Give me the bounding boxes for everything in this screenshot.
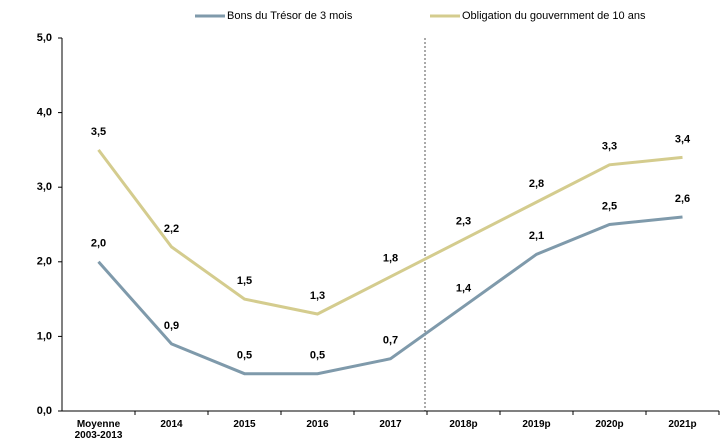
x-tick-label: 2017 xyxy=(379,419,402,430)
data-label: 0,5 xyxy=(310,350,325,362)
legend-label: Obligation du gouvernment de 10 ans xyxy=(462,10,646,22)
legend-label: Bons du Trésor de 3 mois xyxy=(227,10,353,22)
x-tick-label: 2014 xyxy=(160,419,183,430)
data-label: 3,3 xyxy=(602,141,617,153)
data-label: 3,4 xyxy=(675,133,691,145)
data-label: 2,8 xyxy=(529,178,544,190)
x-tick-label: 2021p xyxy=(668,419,697,430)
x-tick-label: 2020p xyxy=(595,419,624,430)
data-label: 1,5 xyxy=(237,275,252,287)
data-label: 2,1 xyxy=(529,230,544,242)
x-tick-label: 2015 xyxy=(233,419,256,430)
data-label: 1,4 xyxy=(456,282,472,294)
data-label: 2,3 xyxy=(456,215,471,227)
data-label: 2,0 xyxy=(91,238,106,250)
data-label: 2,2 xyxy=(164,223,179,235)
data-label: 2,6 xyxy=(675,193,690,205)
series-line xyxy=(97,215,683,376)
data-label: 0,9 xyxy=(164,320,179,332)
data-label: 1,3 xyxy=(310,290,325,302)
y-tick-label: 3,0 xyxy=(37,181,52,193)
x-tick-label: 2018p xyxy=(449,419,478,430)
x-tick-label: Moyenne 2003-2013 xyxy=(74,419,123,441)
y-tick-label: 5,0 xyxy=(37,32,52,44)
data-label: 2,5 xyxy=(602,200,617,212)
y-tick-label: 1,0 xyxy=(37,330,52,342)
y-tick-label: 2,0 xyxy=(37,256,52,268)
x-tick-label: 2019p xyxy=(522,419,551,430)
x-tick-label: 2016 xyxy=(306,419,329,430)
data-label: 3,5 xyxy=(91,126,106,138)
y-tick-label: 0,0 xyxy=(37,405,52,417)
data-label: 0,5 xyxy=(237,350,252,362)
y-tick-label: 4,0 xyxy=(37,107,52,119)
data-label: 1,8 xyxy=(383,253,398,265)
series-line xyxy=(97,148,683,316)
data-label: 0,7 xyxy=(383,335,398,347)
